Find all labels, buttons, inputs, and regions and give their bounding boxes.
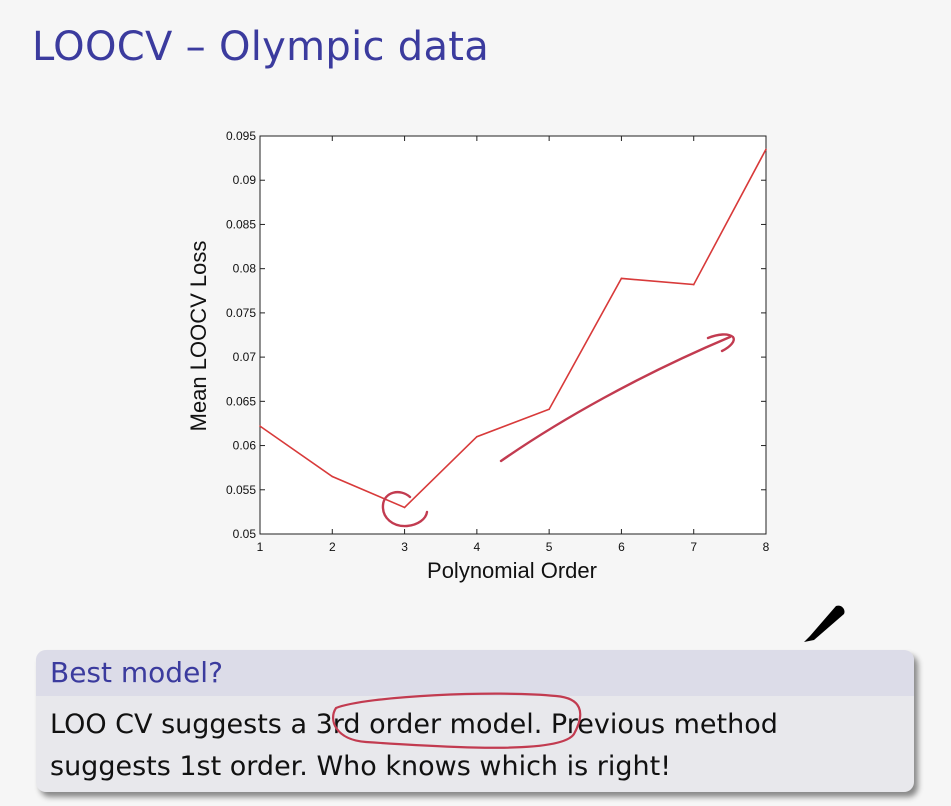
y-tick-label: 0.06 [233,439,257,453]
y-axis-label: Mean LOOCV Loss [186,241,211,432]
pen-cursor-icon [804,605,845,642]
x-tick-label: 3 [401,540,408,554]
block-line-1: LOO CV suggests a 3rd order model. Previ… [50,704,900,746]
y-tick-label: 0.075 [226,306,256,320]
slide-title: LOOCV – Olympic data [32,24,490,70]
block-header: Best model? [36,650,914,696]
data-point [548,408,550,411]
x-axis-label: Polynomial Order [427,558,597,583]
x-tick-label: 4 [474,540,481,554]
y-tick-label: 0.05 [233,527,257,541]
data-point [620,277,623,280]
data-point [476,435,478,438]
data-point [403,506,406,509]
block-line-2: suggests 1st order. Who knows which is r… [50,751,672,782]
y-tick-label: 0.085 [226,217,256,231]
best-model-block: Best model? LOO CV suggests a 3rd order … [36,650,914,792]
data-point [692,283,695,286]
chart-ticks: 1 2 3 4 5 6 7 8 0.05 0.055 0.06 0.065 0.07 0.075 0.08 0… [226,129,770,554]
block-body: LOO CV suggests a 3rd order model. Previ… [36,696,914,788]
arrow-head-annotation [706,333,735,353]
x-tick-label: 2 [329,540,336,554]
block-line-1-end: Previous method [542,709,778,740]
y-tick-label: 0.095 [226,129,256,143]
x-tick-label: 8 [763,540,770,554]
data-point [259,425,261,427]
x-tick-label: 6 [618,540,625,554]
x-tick-label: 5 [546,540,553,554]
y-tick-label: 0.07 [233,350,257,364]
data-point [331,475,334,478]
highlighted-phrase: 3rd order model. [315,709,543,740]
handwritten-annotations [381,333,735,528]
circle-annotation [381,490,429,528]
trend-arrow-annotation [499,335,732,463]
chart-axes [259,135,767,535]
block-line-1-start: LOO CV suggests a [50,709,316,740]
y-tick-label: 0.09 [233,173,257,187]
loocv-chart: 1 2 3 4 5 6 7 8 0.05 0.055 0.06 0.065 0.07 0.075 0.08 0… [186,129,770,583]
chart-series [259,148,767,509]
y-tick-label: 0.055 [226,483,256,497]
plot-area [259,135,767,535]
x-tick-label: 1 [257,540,264,554]
data-point [765,148,767,151]
x-tick-label: 7 [690,540,697,554]
y-tick-label: 0.065 [226,394,256,408]
loss-series-line [259,148,767,509]
y-tick-label: 0.08 [233,262,257,276]
